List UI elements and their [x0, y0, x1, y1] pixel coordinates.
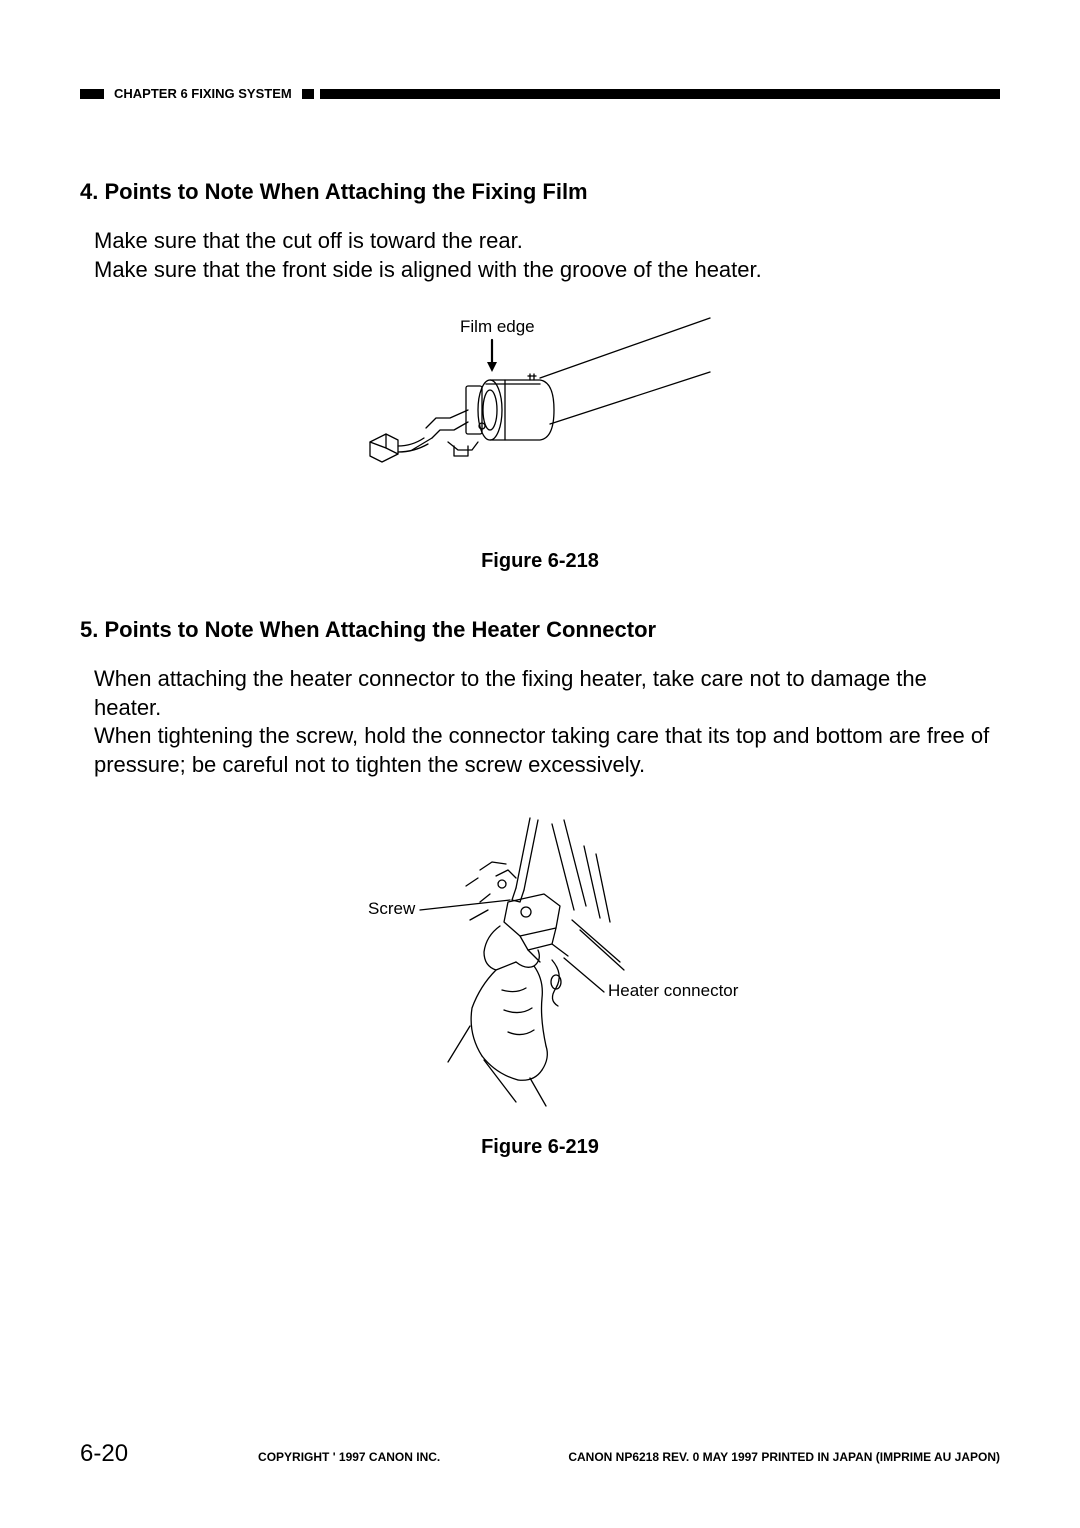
- figure-6-218-caption: Figure 6-218: [80, 550, 1000, 573]
- page: CHAPTER 6 FIXING SYSTEM 4. Points to Not…: [0, 0, 1080, 1528]
- header-block-left: [80, 89, 104, 99]
- section-4-body-line2: Make sure that the front side is aligned…: [94, 257, 762, 282]
- label-screw: Screw: [368, 899, 416, 918]
- section-4: 4. Points to Note When Attaching the Fix…: [80, 179, 1000, 573]
- section-4-body-line1: Make sure that the cut off is toward the…: [94, 228, 523, 253]
- section-5-body-line2: When tightening the screw, hold the conn…: [94, 723, 989, 777]
- section-5: 5. Points to Note When Attaching the Hea…: [80, 617, 1000, 1158]
- label-film-edge: Film edge: [460, 317, 535, 336]
- figure-6-218-svg: Film edge: [340, 314, 740, 524]
- section-5-heading: 5. Points to Note When Attaching the Hea…: [80, 617, 1000, 643]
- section-4-heading: 4. Points to Note When Attaching the Fix…: [80, 179, 1000, 205]
- page-footer: 6-20 COPYRIGHT ' 1997 CANON INC. CANON N…: [80, 1440, 1000, 1468]
- docinfo-text: CANON NP6218 REV. 0 MAY 1997 PRINTED IN …: [568, 1450, 1000, 1464]
- figure-6-219-svg: Screw Heater connector: [320, 810, 760, 1110]
- section-5-body-line1: When attaching the heater connector to t…: [94, 666, 927, 720]
- copyright-text: COPYRIGHT ' 1997 CANON INC.: [258, 1450, 440, 1464]
- section-5-body: When attaching the heater connector to t…: [94, 665, 1000, 779]
- section-4-body: Make sure that the cut off is toward the…: [94, 227, 1000, 284]
- header-block-right: [302, 89, 314, 99]
- label-heater-connector: Heater connector: [608, 981, 739, 1000]
- figure-6-219-caption: Figure 6-219: [80, 1136, 1000, 1159]
- figure-6-218-wrap: Film edge: [80, 314, 1000, 573]
- page-number: 6-20: [80, 1440, 128, 1468]
- figure-6-219-wrap: Screw Heater connector: [80, 810, 1000, 1159]
- chapter-header-bar: CHAPTER 6 FIXING SYSTEM: [80, 86, 1000, 101]
- chapter-label: CHAPTER 6 FIXING SYSTEM: [104, 86, 302, 101]
- header-rule: [320, 89, 1000, 99]
